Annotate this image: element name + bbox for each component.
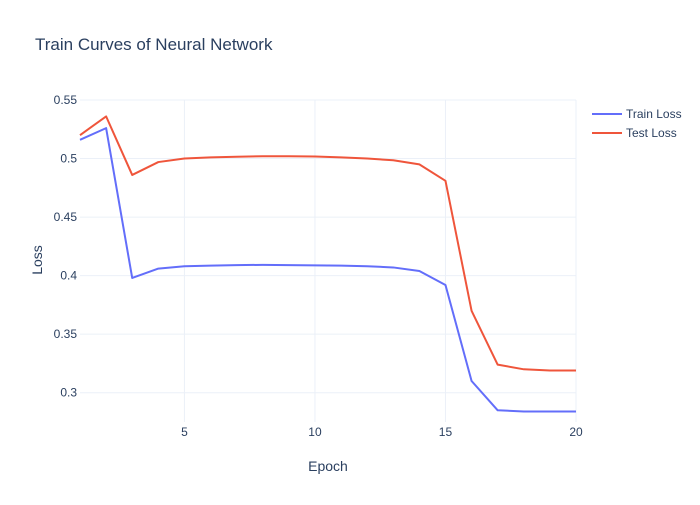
y-tick-label: 0.55: [54, 93, 78, 107]
grid-lines: [80, 99, 577, 422]
x-tick-label: 20: [569, 425, 583, 439]
x-axis-label: Epoch: [308, 458, 348, 474]
y-axis-ticks: 0.3 0.35 0.4 0.45 0.5 0.55: [54, 93, 78, 400]
series-line-train-loss: [79, 127, 576, 413]
x-tick-label: 5: [181, 425, 188, 439]
y-tick-label: 0.4: [60, 269, 77, 283]
y-axis-label: Loss: [29, 245, 45, 275]
y-tick-label: 0.45: [54, 210, 78, 224]
x-tick-label: 15: [439, 425, 453, 439]
chart-title: Train Curves of Neural Network: [35, 35, 273, 54]
legend-label-test-loss: Test Loss: [626, 126, 677, 140]
series-lines: [79, 115, 576, 413]
series-line-test-loss: [79, 115, 576, 372]
x-tick-label: 10: [308, 425, 322, 439]
y-tick-label: 0.3: [60, 386, 77, 400]
y-tick-label: 0.35: [54, 327, 78, 341]
legend: Train Loss Test Loss: [592, 107, 682, 140]
x-axis-ticks: 5 10 15 20: [181, 425, 583, 439]
y-tick-label: 0.5: [60, 152, 77, 166]
legend-label-train-loss: Train Loss: [626, 107, 682, 121]
